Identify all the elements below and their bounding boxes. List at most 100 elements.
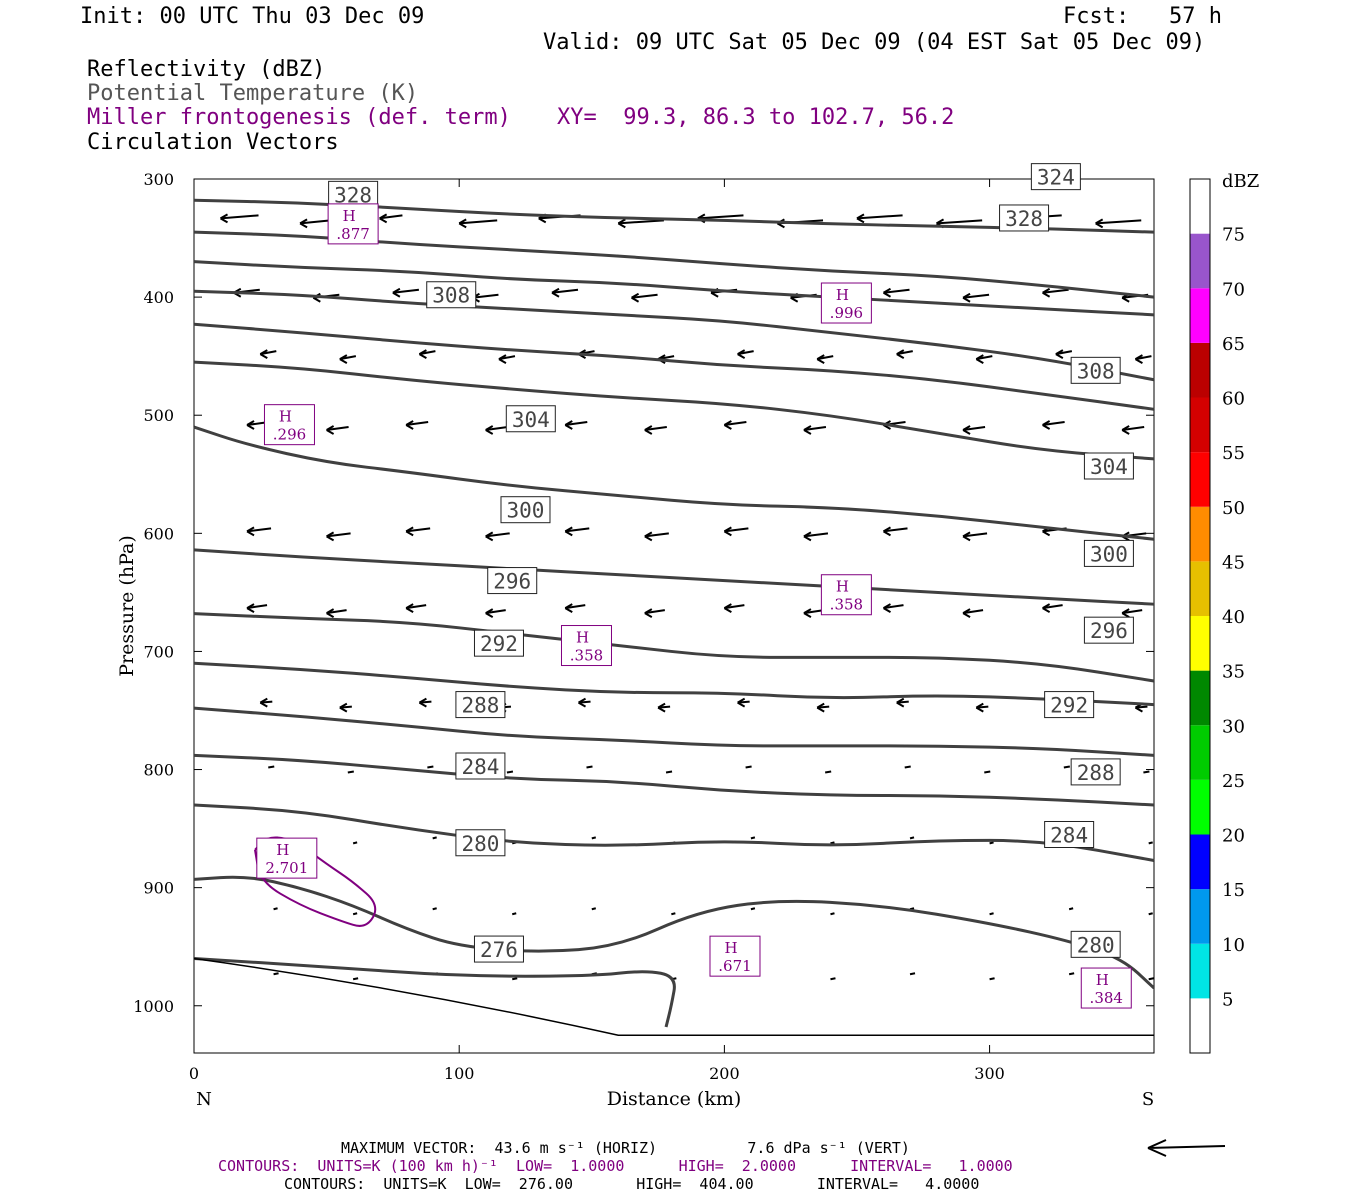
circulation-vector — [268, 765, 275, 769]
theta-contour-line — [193, 612, 1155, 683]
theta-contour-label: 280 — [461, 832, 499, 856]
circulation-vector — [962, 293, 990, 299]
circulation-vector-head — [737, 697, 746, 708]
circulation-vector-head — [326, 608, 335, 618]
circulation-vector — [984, 770, 991, 774]
circulation-vector — [803, 609, 825, 615]
circulation-vector — [989, 841, 994, 845]
theta-contour-label-box — [1044, 821, 1095, 848]
colorbar-segment — [1190, 179, 1210, 234]
circulation-vector-head — [498, 354, 507, 365]
theta-contour-label-box — [426, 281, 477, 309]
circulation-vector-head — [379, 213, 388, 224]
frontogenesis-max-label: H — [724, 939, 737, 957]
circulation-vector-head — [339, 354, 348, 365]
frontogenesis-contour-info: CONTOURS: UNITS=K (100 km h)⁻¹ LOW= 1.00… — [218, 1157, 1013, 1175]
circulation-vector-head — [485, 425, 494, 435]
x-end-label-south: S — [1142, 1089, 1154, 1110]
circulation-vector — [352, 841, 358, 845]
y-tick-label: 400 — [143, 288, 174, 307]
circulation-vector — [512, 977, 518, 981]
colorbar-segment — [1190, 342, 1210, 398]
init-time: Init: 00 UTC Thu 03 Dec 09 — [80, 4, 425, 29]
circulation-vector — [1143, 770, 1150, 774]
circulation-vector-head — [737, 349, 746, 360]
theta-contour-label-box — [500, 496, 551, 524]
circulation-vector — [1148, 977, 1154, 981]
colorbar-segment — [1190, 288, 1210, 343]
circulation-vector-head — [896, 697, 905, 708]
y-tick-label: 1000 — [133, 997, 174, 1016]
theta-contour-label-box — [1070, 758, 1121, 786]
theta-contour-line — [193, 661, 1155, 707]
circulation-vector — [909, 972, 916, 976]
theta-contour-label: 304 — [512, 408, 550, 432]
frontogenesis-max-label: H — [836, 578, 849, 596]
circulation-vector-head — [644, 425, 653, 435]
circulation-vector-head — [962, 531, 971, 542]
x-tick-label: 0 — [189, 1064, 199, 1083]
theta-contour-line — [193, 260, 1155, 317]
theta-contour-label: 280 — [1077, 933, 1115, 957]
circulation-vector — [750, 907, 756, 911]
colorbar-segment — [1190, 889, 1210, 944]
theta-contour-label-box — [1030, 163, 1081, 191]
y-tick-label: 300 — [143, 170, 174, 189]
theta-contour-label-box — [455, 829, 506, 857]
circulation-vector — [485, 609, 506, 615]
circulation-vector — [472, 293, 499, 299]
circulation-vector-head — [631, 292, 640, 303]
theta-contour-label: 284 — [461, 755, 499, 779]
circulation-vector-head — [578, 697, 587, 708]
valid-time: Valid: 09 UTC Sat 05 Dec 09 (04 EST Sat … — [543, 30, 1206, 55]
circulation-vector — [565, 527, 590, 533]
colorbar-segment — [1190, 834, 1210, 890]
theta-contour-line — [193, 230, 1155, 299]
circulation-vector — [299, 219, 331, 225]
circulation-vector — [1042, 604, 1063, 610]
theta-contour-label: 292 — [1050, 694, 1088, 718]
frontogenesis-max-label: H — [576, 629, 589, 647]
circulation-vector — [511, 912, 517, 916]
circulation-vector-head — [1042, 287, 1051, 298]
circulation-vector — [273, 907, 278, 911]
theta-contour-label: 296 — [1090, 619, 1128, 643]
circulation-vector-head — [883, 287, 891, 298]
circulation-vector — [803, 532, 829, 538]
cross-section-endpoints: XY= 99.3, 86.3 to 102.7, 56.2 — [557, 105, 955, 130]
theta-contour-label: 276 — [480, 938, 518, 962]
circulation-vector — [392, 288, 420, 294]
circulation-vector-head — [896, 349, 905, 360]
colorbar-level-label: 55 — [1222, 443, 1245, 464]
circulation-vector-head — [405, 526, 414, 537]
circulation-vector — [883, 527, 908, 533]
circulation-vector-head — [485, 608, 494, 618]
colorbar-level-label: 65 — [1222, 334, 1245, 355]
circulation-vector — [1063, 765, 1070, 769]
circulation-vector-head — [418, 697, 427, 708]
circulation-vector — [326, 426, 349, 432]
theta-contour-label: 288 — [1077, 761, 1115, 785]
circulation-vector-head — [418, 349, 427, 360]
circulation-vector — [326, 532, 351, 538]
circulation-vector — [432, 836, 437, 840]
theta-contour-label-box — [1070, 930, 1121, 958]
theta-contour-line — [193, 753, 1155, 807]
colorbar-segment — [1190, 561, 1210, 616]
circulation-vector — [352, 977, 359, 981]
frontogenesis-max-box — [820, 282, 872, 324]
theta-contour-label-box — [1083, 616, 1134, 644]
circulation-vector — [883, 604, 904, 610]
colorbar-level-label: 15 — [1222, 880, 1245, 901]
theta-contour-label-box — [455, 691, 506, 719]
circulation-vector — [246, 604, 268, 610]
colorbar-segment — [1190, 725, 1210, 780]
circulation-vector-head — [657, 702, 666, 713]
theta-contour-line — [193, 322, 1155, 411]
frontogenesis-max-value: 2.701 — [265, 859, 308, 877]
colorbar-level-label: 50 — [1222, 498, 1245, 519]
circulation-vector — [432, 907, 437, 911]
theta-contour-label: 324 — [1037, 166, 1075, 190]
circulation-vector — [485, 532, 510, 538]
circulation-vector — [459, 219, 498, 225]
